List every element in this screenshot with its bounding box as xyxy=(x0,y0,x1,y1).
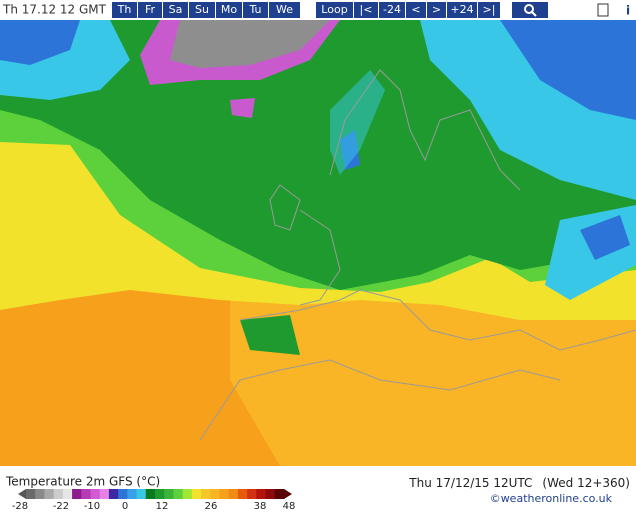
scale-swatch xyxy=(182,489,193,499)
coastline xyxy=(299,209,341,306)
control-label[interactable]: >| xyxy=(483,3,496,16)
day-label[interactable]: Su xyxy=(195,3,209,16)
color-scale xyxy=(18,489,292,499)
control-button[interactable] xyxy=(406,2,426,18)
scale-label: -22 xyxy=(53,501,69,512)
day-button[interactable] xyxy=(216,2,242,18)
map-region xyxy=(0,140,636,320)
day-label[interactable]: Sa xyxy=(169,3,183,16)
map-region xyxy=(230,280,636,466)
scale-label: 26 xyxy=(205,501,218,512)
timestamp: Th 17.12 12 GMT xyxy=(2,3,107,17)
info-button[interactable]: i xyxy=(626,4,630,18)
scale-swatch xyxy=(127,489,138,499)
scale-swatch xyxy=(136,489,147,499)
day-label[interactable]: Th xyxy=(117,3,132,16)
control-label[interactable]: +24 xyxy=(450,3,473,16)
control-button[interactable] xyxy=(478,2,500,18)
scale-swatch xyxy=(155,489,165,499)
legend-title: Temperature 2m GFS (°C) xyxy=(5,475,160,489)
map-region xyxy=(240,315,300,355)
scale-swatch xyxy=(191,489,202,499)
control-button[interactable] xyxy=(447,2,477,18)
scale-swatch xyxy=(256,489,267,499)
scale-arrow xyxy=(284,489,292,499)
scale-swatch xyxy=(210,489,220,499)
coastline xyxy=(329,69,521,191)
control-label[interactable]: > xyxy=(432,3,441,16)
scale-swatch xyxy=(145,489,156,499)
control-button[interactable] xyxy=(316,2,353,18)
map-region xyxy=(230,98,255,118)
run-info: (Wed 12+360) xyxy=(542,476,630,490)
scale-swatch xyxy=(62,489,73,499)
map-region xyxy=(170,20,330,68)
map-region xyxy=(500,20,636,120)
scale-swatch xyxy=(228,489,239,499)
zoom-icon xyxy=(531,11,537,17)
coastline xyxy=(199,359,561,441)
day-label[interactable]: Mo xyxy=(221,3,237,16)
control-button[interactable] xyxy=(354,2,378,18)
scale-label: -10 xyxy=(84,501,100,512)
zoom-button[interactable] xyxy=(512,2,548,18)
scale-swatch xyxy=(53,489,64,499)
control-button[interactable] xyxy=(427,2,446,18)
scale-label: 38 xyxy=(254,501,267,512)
scale-swatch xyxy=(274,489,285,499)
scale-label: 0 xyxy=(122,501,128,512)
day-button[interactable] xyxy=(189,2,215,18)
scale-arrow xyxy=(18,489,26,499)
scale-swatch xyxy=(164,489,174,499)
scale-swatch xyxy=(237,489,248,499)
scale-swatch xyxy=(118,489,128,499)
control-button[interactable] xyxy=(379,2,405,18)
day-button[interactable] xyxy=(269,2,300,18)
scale-swatch xyxy=(265,489,276,499)
day-button[interactable] xyxy=(112,2,137,18)
coastline xyxy=(239,289,636,351)
day-label[interactable]: Tu xyxy=(248,3,261,16)
map-region xyxy=(0,20,80,65)
scale-label: 48 xyxy=(283,501,296,512)
scale-swatch xyxy=(219,489,230,499)
scale-swatch xyxy=(173,489,184,499)
day-button[interactable] xyxy=(138,2,162,18)
map-region xyxy=(330,70,385,175)
scale-label: -28 xyxy=(12,501,28,512)
day-label[interactable]: Fr xyxy=(145,3,156,16)
zoom-icon xyxy=(524,4,534,14)
scale-swatch xyxy=(81,489,91,499)
print-button[interactable] xyxy=(597,3,609,17)
map-region xyxy=(580,215,630,260)
credit: ©weatheronline.co.uk xyxy=(490,492,613,505)
coastline xyxy=(269,184,301,231)
scale-swatch xyxy=(72,489,82,499)
control-label[interactable]: -24 xyxy=(383,3,401,16)
scale-label: 12 xyxy=(156,501,169,512)
day-label[interactable]: We xyxy=(276,3,293,16)
scale-swatch xyxy=(35,489,45,499)
scale-swatch xyxy=(201,489,211,499)
map xyxy=(0,20,636,466)
valid-time: Thu 17/12/15 12UTC (Wed 12+360) xyxy=(408,476,630,490)
scale-swatch xyxy=(108,489,119,499)
control-label[interactable]: Loop xyxy=(321,3,347,16)
control-label[interactable]: |< xyxy=(360,3,373,16)
valid-time: Thu 17/12/15 12UTC xyxy=(408,476,532,490)
scale-swatch xyxy=(90,489,101,499)
day-button[interactable] xyxy=(163,2,188,18)
scale-swatch xyxy=(44,489,55,499)
scale-swatch xyxy=(99,489,110,499)
day-button[interactable] xyxy=(243,2,268,18)
scale-swatch xyxy=(247,489,257,499)
scale-swatch xyxy=(26,489,36,499)
control-label[interactable]: < xyxy=(411,3,420,16)
